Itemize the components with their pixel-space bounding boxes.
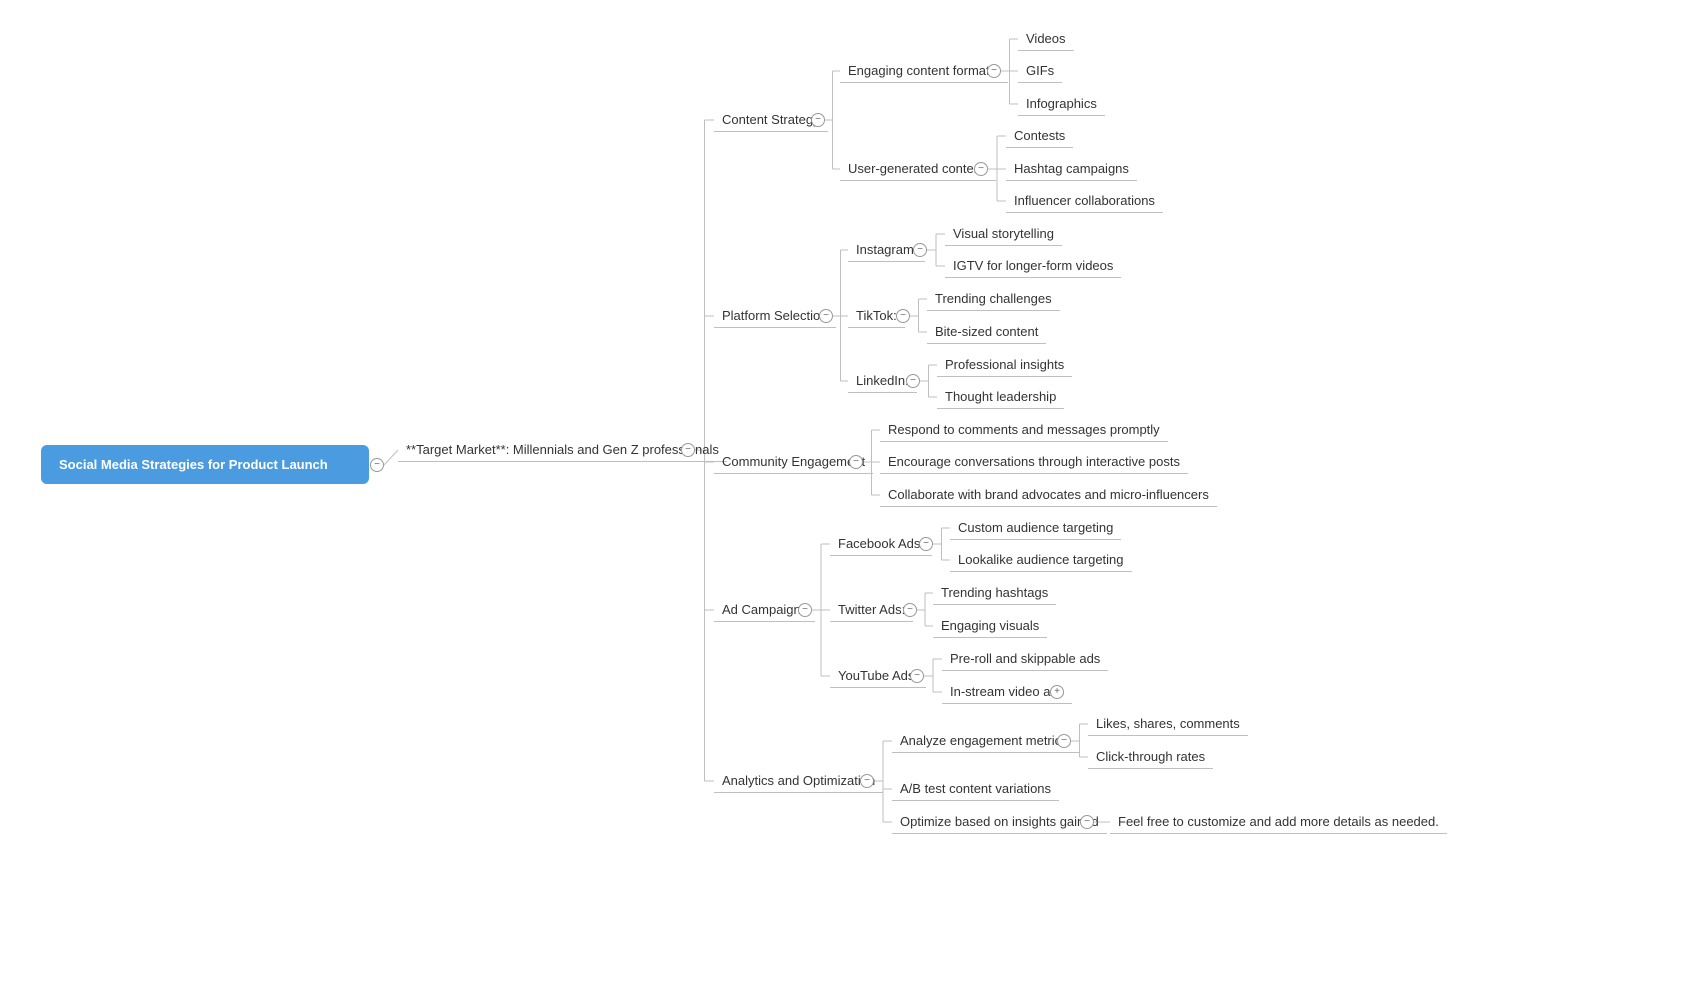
analytics-child-node[interactable]: A/B test content variations	[892, 777, 1059, 801]
leaf-node[interactable]: Bite-sized content	[927, 320, 1046, 344]
optimize-toggle[interactable]: −	[1080, 815, 1094, 829]
community-child-node[interactable]: Collaborate with brand advocates and mic…	[880, 483, 1217, 507]
tiktok-toggle[interactable]: −	[896, 309, 910, 323]
expand-toggle[interactable]: +	[1050, 685, 1064, 699]
leaf-node[interactable]: Infographics	[1018, 92, 1105, 116]
community-child-node[interactable]: Encourage conversations through interact…	[880, 450, 1188, 474]
leaf-node[interactable]: Hashtag campaigns	[1006, 157, 1137, 181]
metrics-toggle[interactable]: −	[1057, 734, 1071, 748]
leaf-node[interactable]: GIFs	[1018, 59, 1062, 83]
optimize-node[interactable]: Optimize based on insights gained	[892, 810, 1107, 834]
youtube_ads-toggle[interactable]: −	[910, 669, 924, 683]
analytics-node[interactable]: Analytics and Optimization	[714, 769, 883, 793]
ugc-node[interactable]: User-generated content:	[840, 157, 996, 181]
leaf-node[interactable]: Custom audience targeting	[950, 516, 1121, 540]
leaf-node[interactable]: Videos	[1018, 27, 1074, 51]
leaf-node[interactable]: Pre-roll and skippable ads	[942, 647, 1108, 671]
twitter_ads-toggle[interactable]: −	[903, 603, 917, 617]
target-market-toggle[interactable]: −	[681, 443, 695, 457]
community-child-node[interactable]: Respond to comments and messages promptl…	[880, 418, 1168, 442]
root-toggle[interactable]: −	[370, 458, 384, 472]
community-toggle[interactable]: −	[849, 455, 863, 469]
engaging_formats-node[interactable]: Engaging content formats:	[840, 59, 1008, 83]
leaf-node[interactable]: Trending hashtags	[933, 581, 1056, 605]
leaf-node[interactable]: Thought leadership	[937, 385, 1064, 409]
twitter_ads-node[interactable]: Twitter Ads:	[830, 598, 913, 622]
mindmap-connectors	[0, 0, 1689, 993]
leaf-node[interactable]: Visual storytelling	[945, 222, 1062, 246]
ugc-toggle[interactable]: −	[974, 162, 988, 176]
facebook_ads-toggle[interactable]: −	[919, 537, 933, 551]
content_strategy-toggle[interactable]: −	[811, 113, 825, 127]
target-market-node[interactable]: **Target Market**: Millennials and Gen Z…	[398, 438, 727, 462]
engaging_formats-toggle[interactable]: −	[987, 64, 1001, 78]
leaf-node[interactable]: Contests	[1006, 124, 1073, 148]
root-node[interactable]: Social Media Strategies for Product Laun…	[41, 445, 369, 484]
leaf-node[interactable]: Lookalike audience targeting	[950, 548, 1132, 572]
metrics-node[interactable]: Analyze engagement metrics:	[892, 729, 1079, 753]
platform_selection-toggle[interactable]: −	[819, 309, 833, 323]
leaf-node[interactable]: Trending challenges	[927, 287, 1060, 311]
leaf-node[interactable]: IGTV for longer-form videos	[945, 254, 1121, 278]
platform_selection-node[interactable]: Platform Selection	[714, 304, 836, 328]
ad_campaigns-toggle[interactable]: −	[798, 603, 812, 617]
leaf-node[interactable]: Engaging visuals	[933, 614, 1047, 638]
facebook_ads-node[interactable]: Facebook Ads:	[830, 532, 932, 556]
leaf-node[interactable]: Click-through rates	[1088, 745, 1213, 769]
leaf-node[interactable]: Likes, shares, comments	[1088, 712, 1248, 736]
leaf-node[interactable]: Feel free to customize and add more deta…	[1110, 810, 1447, 834]
leaf-node[interactable]: Professional insights	[937, 353, 1072, 377]
leaf-node[interactable]: Influencer collaborations	[1006, 189, 1163, 213]
linkedin-toggle[interactable]: −	[906, 374, 920, 388]
instagram-toggle[interactable]: −	[913, 243, 927, 257]
analytics-toggle[interactable]: −	[860, 774, 874, 788]
